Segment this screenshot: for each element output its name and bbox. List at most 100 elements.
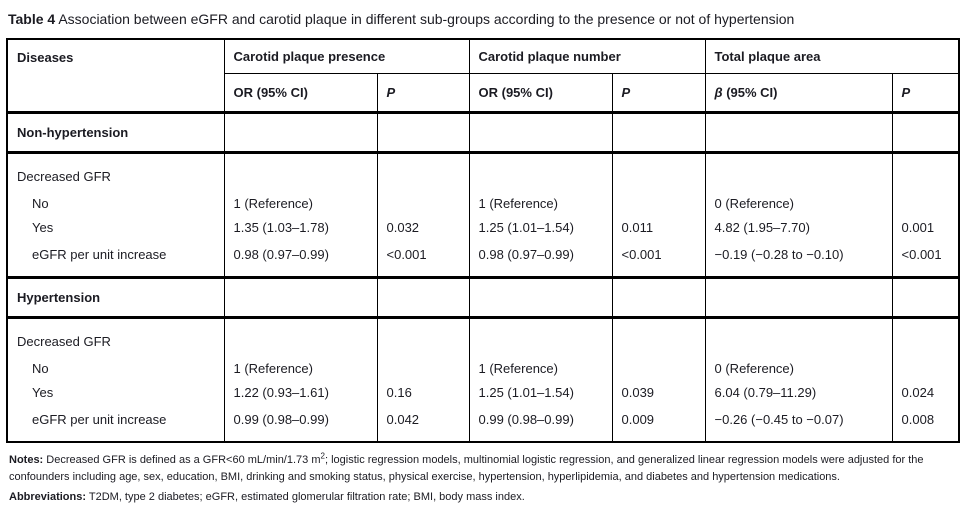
- row-label: Yes: [6, 215, 225, 239]
- table-cell: [891, 152, 960, 191]
- table-cell: [376, 191, 470, 215]
- table-cell: 1 (Reference): [223, 191, 378, 215]
- table-cell: 1 (Reference): [468, 356, 613, 380]
- row-label: Decreased GFR: [6, 317, 225, 356]
- table-cell: <0.001: [376, 239, 470, 278]
- col-header-diseases: Diseases: [6, 39, 225, 113]
- table-row: eGFR per unit increase 0.98 (0.97–0.99) …: [6, 239, 960, 278]
- table-cell: [468, 276, 613, 319]
- table-cell: [223, 317, 378, 356]
- table-row: eGFR per unit increase 0.99 (0.98–0.99) …: [6, 404, 960, 442]
- table-cell: 0.008: [891, 404, 960, 442]
- table-abbreviations: Abbreviations: T2DM, type 2 diabetes; eG…: [9, 489, 958, 506]
- table-row: Decreased GFR: [6, 152, 960, 191]
- table-cell: 1.25 (1.01–1.54): [468, 215, 613, 239]
- col-group-carotid-plaque-presence: Carotid plaque presence: [223, 39, 470, 74]
- table-cell: [376, 276, 470, 319]
- col-header-p-area: P: [891, 73, 960, 114]
- table-cell: 6.04 (0.79–11.29): [704, 380, 893, 404]
- section-band-label: Hypertension: [6, 276, 225, 319]
- table-row: Decreased GFR: [6, 317, 960, 356]
- row-label: Yes: [6, 380, 225, 404]
- row-label: eGFR per unit increase: [6, 404, 225, 442]
- table-cell: [891, 356, 960, 380]
- col-header-p-presence: P: [376, 73, 470, 114]
- header-row-groups: Diseases Carotid plaque presence Carotid…: [6, 39, 960, 113]
- col-header-p-number: P: [611, 73, 706, 114]
- col-group-total-plaque-area: Total plaque area: [704, 39, 960, 74]
- table-row: No 1 (Reference) 1 (Reference) 0 (Refere…: [6, 356, 960, 380]
- table-cell: [891, 191, 960, 215]
- header-row-stats: OR (95% CI) P OR (95% CI) P β (95% CI) P: [7, 73, 960, 114]
- results-table: Diseases Carotid plaque presence Carotid…: [6, 38, 961, 443]
- notes-text: Decreased GFR is defined as a GFR<60 mL/…: [43, 454, 321, 466]
- table-cell: 0.99 (0.98–0.99): [223, 404, 378, 442]
- table-cell: [223, 276, 378, 319]
- col-group-carotid-plaque-number: Carotid plaque number: [468, 39, 706, 74]
- table-cell: [468, 111, 613, 154]
- table-cell: −0.26 (−0.45 to −0.07): [704, 404, 893, 442]
- table-cell: 1 (Reference): [223, 356, 378, 380]
- table-cell: [611, 356, 706, 380]
- table-cell: −0.19 (−0.28 to −0.10): [704, 239, 893, 278]
- table-cell: 1.35 (1.03–1.78): [223, 215, 378, 239]
- table-number: Table 4: [8, 11, 56, 27]
- table-row: Yes 1.35 (1.03–1.78) 0.032 1.25 (1.01–1.…: [6, 215, 960, 239]
- table-cell: [704, 111, 893, 154]
- section-band-label: Non-hypertension: [6, 111, 225, 154]
- table-cell: [376, 356, 470, 380]
- table-cell: 1.25 (1.01–1.54): [468, 380, 613, 404]
- table-cell: [468, 317, 613, 356]
- table-cell: 0.011: [611, 215, 706, 239]
- table-cell: [611, 152, 706, 191]
- table-notes: Notes: Decreased GFR is defined as a GFR…: [9, 452, 958, 485]
- table-cell: [376, 111, 470, 154]
- table-cell: 0.009: [611, 404, 706, 442]
- table-cell: [376, 317, 470, 356]
- table-cell: <0.001: [611, 239, 706, 278]
- section-band-hypertension: Hypertension: [6, 276, 960, 319]
- table-row: No 1 (Reference) 1 (Reference) 0 (Refere…: [6, 191, 960, 215]
- table-cell: [704, 152, 893, 191]
- table-cell: [376, 152, 470, 191]
- row-label: No: [6, 356, 225, 380]
- beta-ci-suffix: (95% CI): [722, 85, 778, 100]
- table-cell: 0.16: [376, 380, 470, 404]
- table-cell: 0.98 (0.97–0.99): [468, 239, 613, 278]
- table-cell: 0.042: [376, 404, 470, 442]
- abbreviations-label: Abbreviations:: [9, 491, 87, 503]
- table-cell: <0.001: [891, 239, 960, 278]
- table-cell: 0.001: [891, 215, 960, 239]
- table-cell: [223, 152, 378, 191]
- row-label: No: [6, 191, 225, 215]
- abbreviations-text: T2DM, type 2 diabetes; eGFR, estimated g…: [86, 491, 525, 503]
- table-cell: [468, 152, 613, 191]
- notes-label: Notes:: [9, 454, 44, 466]
- table-cell: [704, 317, 893, 356]
- table-caption: Association between eGFR and carotid pla…: [55, 11, 795, 27]
- col-header-or-ci-number: OR (95% CI): [468, 73, 613, 114]
- table-cell: [611, 111, 706, 154]
- table-title: Table 4 Association between eGFR and car…: [8, 11, 958, 27]
- table-cell: [891, 111, 960, 154]
- notes-superscript: 2: [320, 451, 325, 461]
- table-cell: [891, 276, 960, 319]
- table-cell: [704, 276, 893, 319]
- table-cell: [611, 191, 706, 215]
- row-label: eGFR per unit increase: [6, 239, 225, 278]
- table-cell: 0.98 (0.97–0.99): [223, 239, 378, 278]
- table-cell: 0.032: [376, 215, 470, 239]
- table-cell: 0 (Reference): [704, 356, 893, 380]
- table-row: Yes 1.22 (0.93–1.61) 0.16 1.25 (1.01–1.5…: [6, 380, 960, 404]
- table-cell: [891, 317, 960, 356]
- col-header-or-ci-presence: OR (95% CI): [223, 73, 378, 114]
- beta-symbol: β: [714, 85, 723, 100]
- table-cell: 1 (Reference): [468, 191, 613, 215]
- col-header-beta-ci: β (95% CI): [704, 73, 893, 114]
- table-cell: [223, 111, 378, 154]
- table-cell: [611, 276, 706, 319]
- table-cell: 0.039: [611, 380, 706, 404]
- table-cell: 1.22 (0.93–1.61): [223, 380, 378, 404]
- table-cell: 0.99 (0.98–0.99): [468, 404, 613, 442]
